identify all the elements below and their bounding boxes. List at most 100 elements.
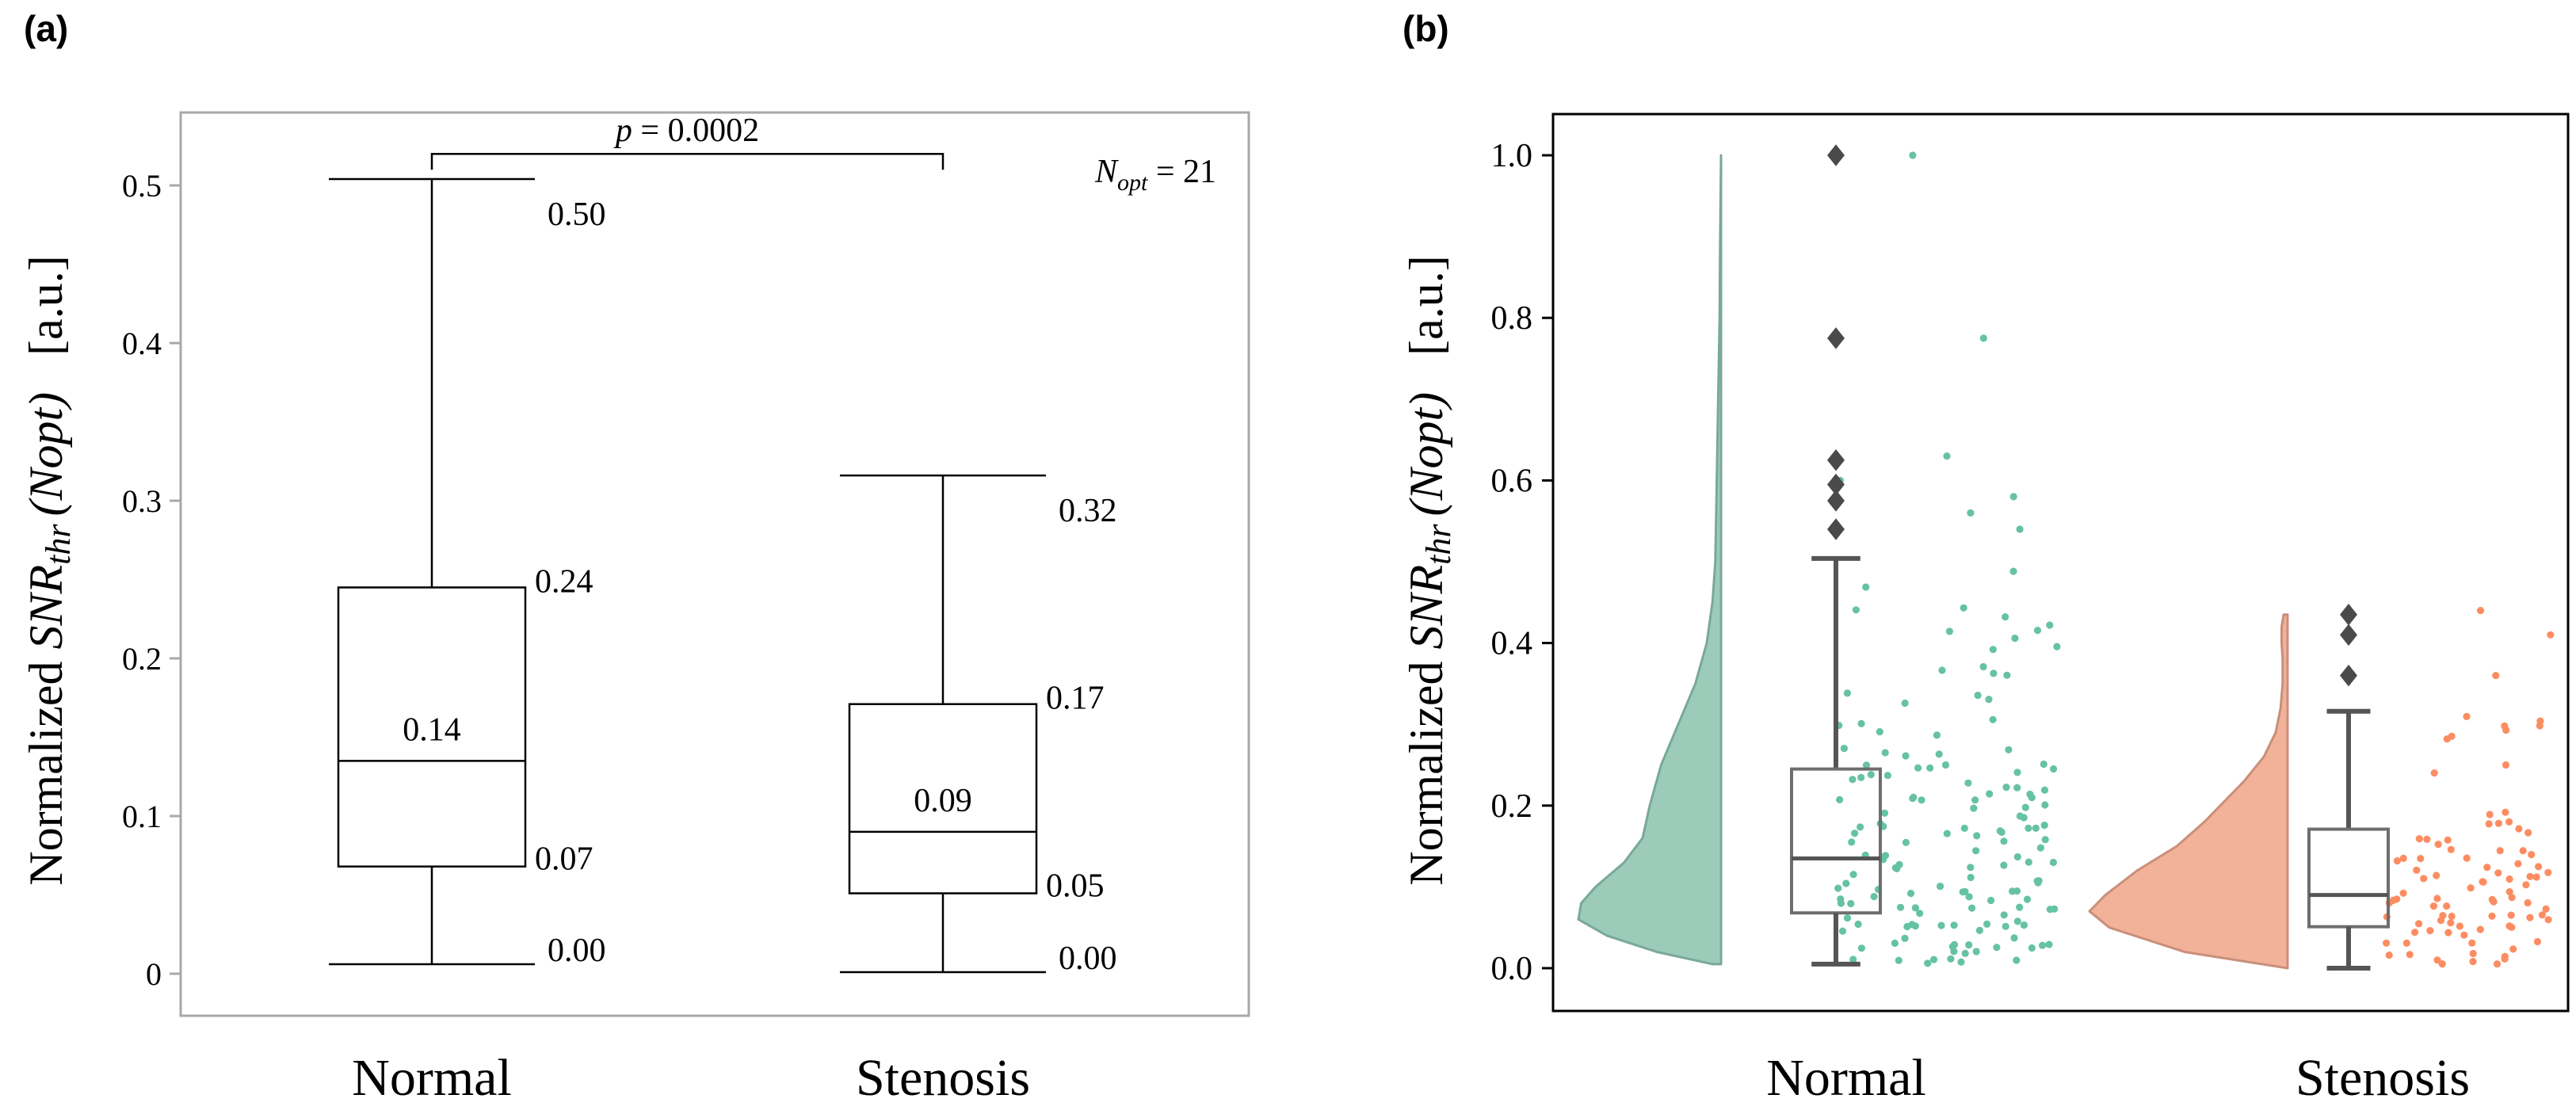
bracket-line <box>430 152 945 170</box>
data-point <box>1937 921 1945 929</box>
data-point <box>2036 844 2044 852</box>
outlier-marker <box>1827 490 1845 512</box>
data-point <box>1929 956 1938 963</box>
outlier-marker <box>2340 603 2357 626</box>
data-point <box>1933 731 1941 739</box>
data-point <box>1941 761 1950 769</box>
data-point <box>2524 829 2532 837</box>
data-point <box>1967 873 1975 882</box>
data-point <box>2485 820 2493 828</box>
panel-b-raincloud: 0.0 0.2 0.4 0.6 0.8 1.0 Normal Stenosis Norma… <box>1400 113 2570 1107</box>
y-axis-label: Normalized SNRthr(Nopt)[a.u.] <box>1400 255 1458 886</box>
data-point <box>2053 643 2061 650</box>
data-point <box>2515 825 2523 833</box>
data-point <box>2020 814 2028 822</box>
data-point <box>2492 672 2500 680</box>
data-point <box>2505 922 2513 930</box>
data-point <box>2000 861 2008 869</box>
data-point <box>2434 841 2442 849</box>
data-point <box>2009 567 2017 575</box>
data-point <box>2501 722 2509 730</box>
data-point <box>1948 943 1956 951</box>
box-normal <box>329 177 535 966</box>
outlier-marker <box>2340 624 2357 647</box>
data-point <box>1867 771 1875 779</box>
data-point <box>2456 922 2463 930</box>
data-point <box>1959 888 1967 896</box>
data-point <box>2046 621 2054 629</box>
data-point <box>1968 904 1976 912</box>
data-point <box>2032 824 2040 832</box>
data-point <box>2023 895 2032 903</box>
data-point <box>2041 801 2049 809</box>
outlier-marker <box>1827 327 1845 349</box>
data-point <box>2444 929 2452 936</box>
data-point <box>2532 873 2540 881</box>
data-point <box>2544 868 2552 876</box>
category-label-normal: Normal <box>352 1049 512 1107</box>
data-point <box>2050 765 2058 773</box>
data-point <box>2502 808 2509 816</box>
label-median: 0.14 <box>403 711 461 748</box>
data-point <box>2393 895 2401 903</box>
data-point <box>2009 493 2017 501</box>
data-point <box>1910 793 1918 802</box>
data-point <box>2393 856 2401 865</box>
data-point <box>2448 912 2456 921</box>
data-point <box>2494 869 2502 877</box>
data-point <box>1967 509 1975 517</box>
label-max: 0.50 <box>548 196 606 233</box>
data-point <box>2041 836 2049 844</box>
label-q1: 0.07 <box>535 841 593 878</box>
data-point <box>1902 838 1910 846</box>
data-point <box>2486 811 2494 818</box>
data-point <box>2433 894 2441 902</box>
data-point <box>2045 940 2053 948</box>
label-min: 0.00 <box>1059 940 1117 977</box>
data-point <box>2411 929 2419 936</box>
box-value-labels: 0.50 0.24 0.14 0.07 0.00 0.32 0.17 0.09 0.05 0.00 <box>403 196 1116 977</box>
data-point <box>1857 823 1864 831</box>
label-median: 0.09 <box>914 783 972 819</box>
data-point <box>2385 951 2393 959</box>
data-point <box>2544 916 2552 924</box>
outlier-marker <box>2340 664 2357 687</box>
data-point <box>2399 889 2407 897</box>
data-point <box>1967 864 1975 872</box>
data-point <box>2476 925 2484 933</box>
data-point <box>1906 890 1915 898</box>
data-point <box>1916 910 1924 917</box>
data-point <box>2496 847 2504 855</box>
data-point <box>2488 912 2496 920</box>
data-point <box>2468 939 2476 947</box>
data-point <box>2460 931 2468 939</box>
data-point <box>2433 956 2441 964</box>
plot-frame <box>179 111 1250 1017</box>
outlier-marker <box>1827 473 1845 496</box>
data-point <box>1960 824 1968 832</box>
data-point <box>2039 941 2047 949</box>
data-point <box>2483 864 2491 872</box>
data-point <box>2538 911 2546 919</box>
data-point <box>1834 884 1842 892</box>
data-point <box>2013 784 2021 791</box>
data-point <box>2021 803 2029 811</box>
data-point <box>2463 854 2471 862</box>
data-point <box>2524 898 2532 907</box>
violin-stenosis <box>2088 613 2289 970</box>
category-label-stenosis: Stenosis <box>856 1049 1030 1107</box>
data-point <box>1965 893 1973 901</box>
y-axis-title: Normalized SNRthr(Nopt)[a.u.] <box>20 255 78 886</box>
data-point <box>2509 945 2517 953</box>
data-point <box>1971 796 1979 804</box>
data-point <box>1985 696 1993 704</box>
data-point <box>1926 764 1934 772</box>
data-point <box>1947 955 1955 963</box>
data-point <box>2415 835 2423 843</box>
data-point <box>2476 607 2485 615</box>
data-point <box>2447 845 2455 853</box>
y-tick-label: 0.0 <box>1491 951 1533 987</box>
label-q1: 0.05 <box>1046 868 1105 905</box>
data-point <box>1973 832 1981 840</box>
data-point <box>2547 631 2555 639</box>
